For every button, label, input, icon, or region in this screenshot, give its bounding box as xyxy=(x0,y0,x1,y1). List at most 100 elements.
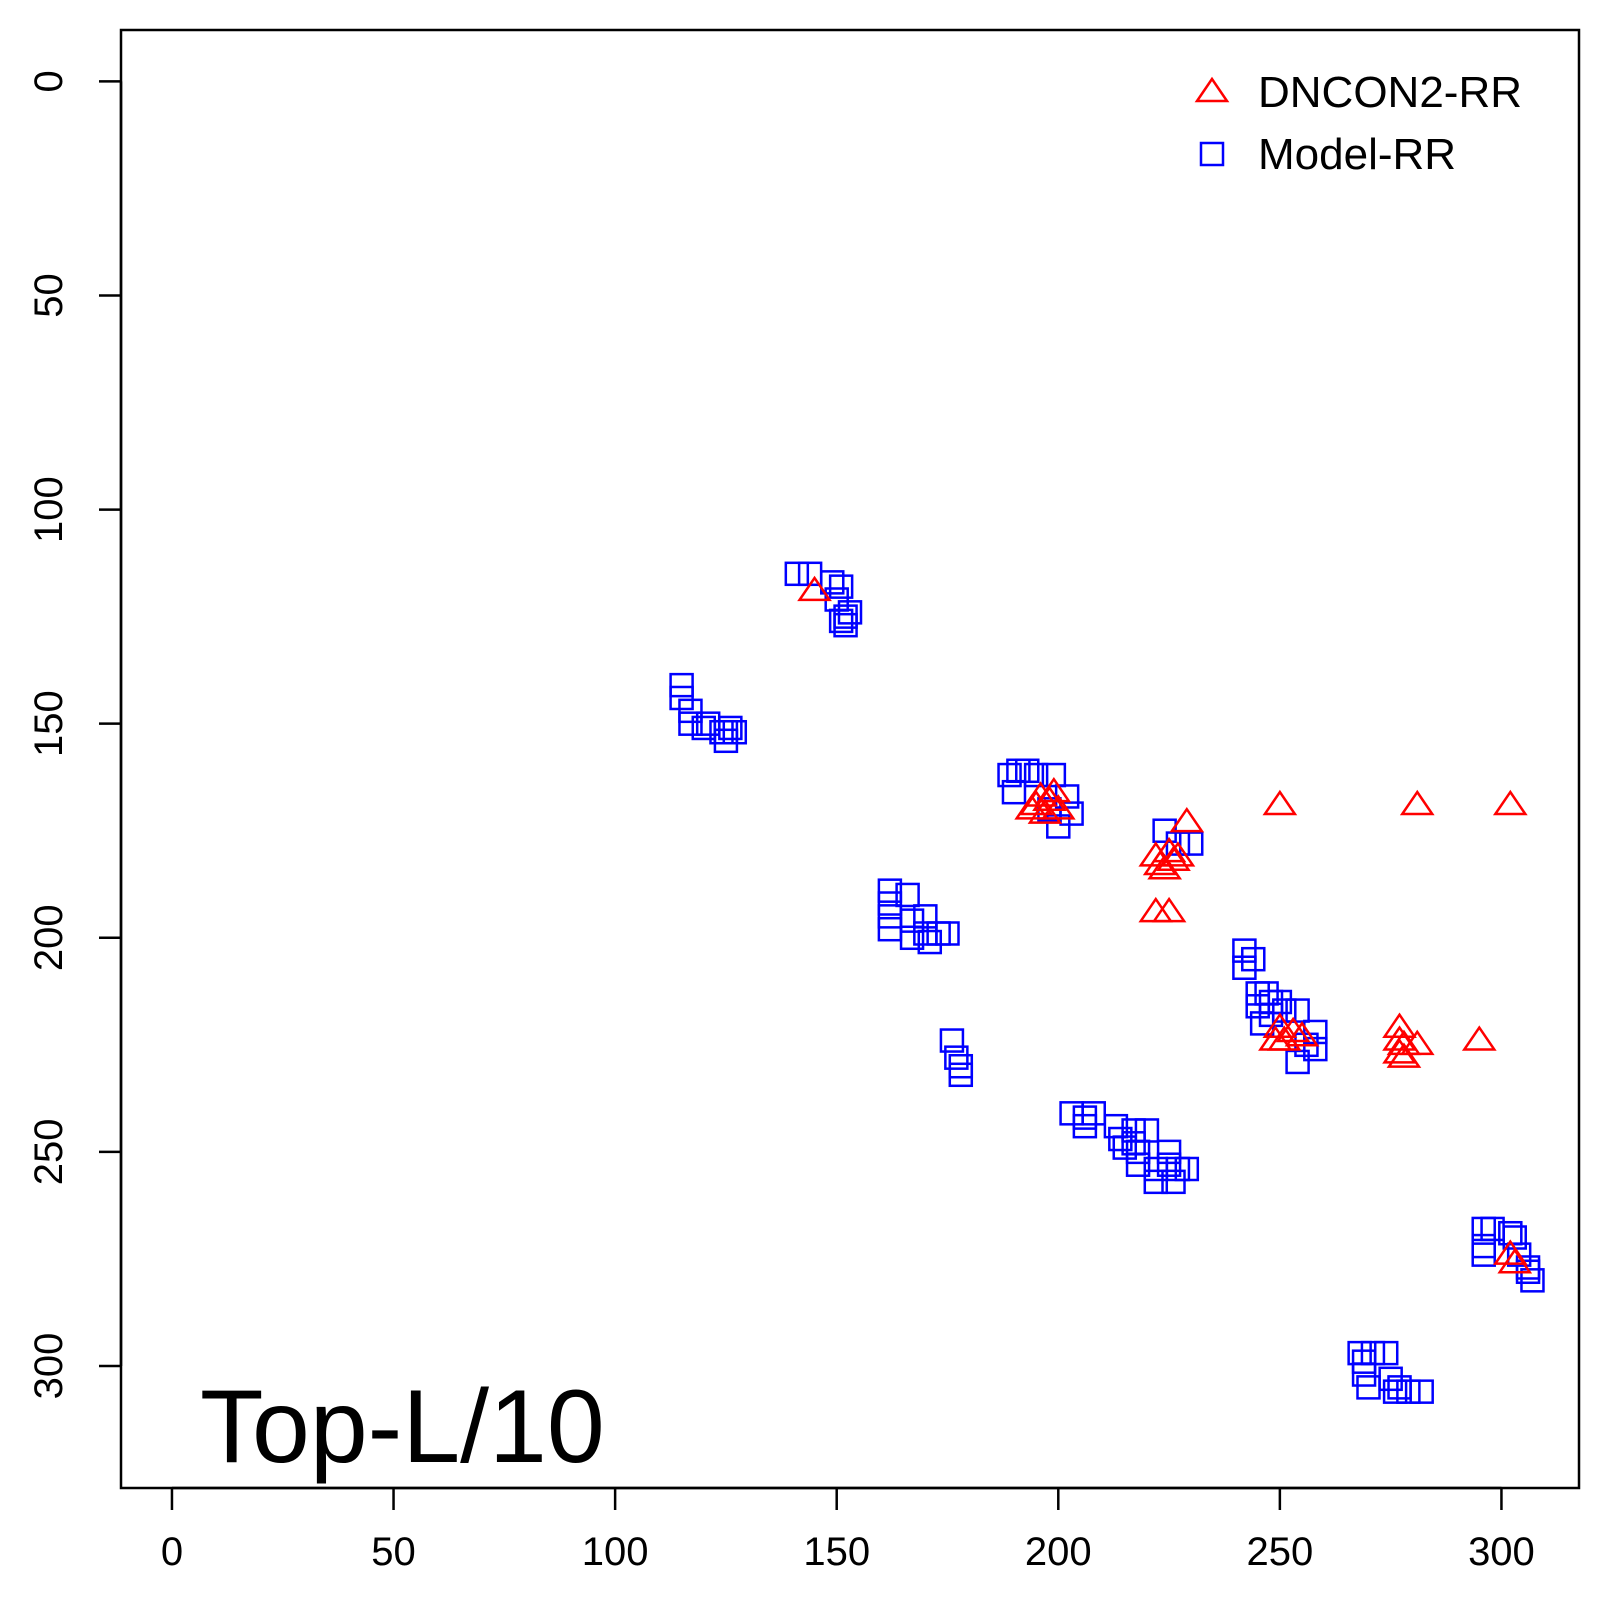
square-point xyxy=(1041,762,1067,788)
square-point xyxy=(1241,946,1266,972)
x-tick-label: 250 xyxy=(1246,1530,1313,1574)
x-tick-label: 200 xyxy=(1025,1530,1092,1574)
x-tick-label: 150 xyxy=(803,1530,870,1574)
square-point xyxy=(833,612,858,638)
square-point xyxy=(1125,1152,1151,1177)
square-point xyxy=(1161,1169,1186,1195)
square-point xyxy=(1409,1379,1434,1404)
square-point xyxy=(895,882,920,908)
triangle-point xyxy=(1027,798,1063,824)
square-point xyxy=(926,921,951,946)
square-point xyxy=(1046,814,1071,839)
square-point xyxy=(935,921,960,946)
triangle-point xyxy=(1497,1247,1533,1274)
square-point xyxy=(1081,1101,1106,1126)
y-tick-label: 0 xyxy=(27,70,71,92)
square-point xyxy=(1072,1113,1098,1139)
plot-frame xyxy=(119,28,1581,1490)
x-tick-label: 0 xyxy=(161,1530,183,1574)
square-point xyxy=(678,711,703,736)
square-point xyxy=(713,728,739,754)
series-layer xyxy=(669,561,1545,1404)
square-point xyxy=(877,878,903,903)
triangle-point xyxy=(1258,1025,1293,1051)
square-point xyxy=(1471,1242,1496,1267)
square-point xyxy=(1023,762,1049,788)
square-point xyxy=(1108,1126,1133,1152)
square-point xyxy=(948,1062,974,1088)
square-point xyxy=(837,600,863,625)
square-point xyxy=(669,672,694,698)
square-point xyxy=(1232,955,1257,980)
legend-marker-square xyxy=(1199,141,1225,167)
triangle-point xyxy=(1492,789,1528,816)
triangle-point xyxy=(1151,896,1187,923)
square-point xyxy=(1178,831,1204,856)
square-point xyxy=(828,574,854,599)
square-point xyxy=(1396,1379,1421,1404)
square-point xyxy=(718,715,743,741)
square-point xyxy=(1112,1135,1138,1160)
square-point xyxy=(899,908,925,933)
triangle-point xyxy=(1169,806,1205,833)
square-point xyxy=(678,698,703,724)
annotation-label: Top-L/10 xyxy=(200,1369,605,1485)
square-point xyxy=(877,904,903,929)
legend-label: DNCON2-RR xyxy=(1258,68,1522,117)
square-point xyxy=(669,685,694,711)
square-point xyxy=(1001,779,1027,805)
y-tick-label: 100 xyxy=(27,476,71,543)
triangle-point xyxy=(1399,789,1435,816)
x-tick-label: 300 xyxy=(1468,1530,1535,1574)
y-tick-label: 50 xyxy=(27,273,71,318)
square-point xyxy=(1156,1139,1182,1165)
square-point xyxy=(722,719,748,745)
square-point xyxy=(1382,1379,1408,1404)
square-point xyxy=(828,608,854,634)
square-point xyxy=(913,904,938,929)
square-point xyxy=(784,561,810,587)
square-point xyxy=(877,891,903,916)
square-point xyxy=(1134,1118,1160,1143)
square-point xyxy=(877,916,903,942)
square-point xyxy=(1285,998,1310,1023)
square-point xyxy=(1471,1233,1496,1259)
square-point xyxy=(1303,1036,1328,1062)
legend: DNCON2-RR Model-RR xyxy=(1194,68,1522,179)
x-axis: 0 50 100 150 200 250 300 xyxy=(161,1486,1535,1574)
square-point xyxy=(1471,1216,1496,1242)
series-triangle xyxy=(797,575,1533,1274)
square-point xyxy=(1520,1268,1545,1293)
y-tick-label: 150 xyxy=(27,690,71,757)
y-tick-label: 300 xyxy=(27,1333,71,1400)
series-square xyxy=(669,561,1545,1404)
square-point xyxy=(1015,758,1040,784)
square-point xyxy=(899,925,925,951)
square-point xyxy=(1515,1255,1541,1280)
square-point xyxy=(944,1045,969,1070)
square-point xyxy=(917,929,943,955)
square-point xyxy=(1245,981,1270,1006)
y-axis: 0 50 100 150 200 250 300 xyxy=(27,70,123,1400)
square-point xyxy=(820,570,845,595)
triangle-point xyxy=(1014,794,1050,820)
square-point xyxy=(1506,1242,1532,1267)
square-point xyxy=(1373,1340,1399,1366)
square-point xyxy=(1232,938,1257,963)
x-tick-label: 100 xyxy=(582,1530,649,1574)
triangle-point xyxy=(1382,1025,1417,1051)
triangle-point xyxy=(1386,1042,1422,1068)
triangle-point xyxy=(1275,1016,1311,1043)
square-point xyxy=(1156,1152,1182,1177)
triangle-point xyxy=(1147,854,1183,880)
triangle-point xyxy=(1160,841,1196,867)
square-point xyxy=(1174,1156,1200,1182)
triangle-point xyxy=(1461,1025,1497,1051)
square-point xyxy=(939,1028,965,1053)
triangle-point xyxy=(1284,1021,1320,1047)
legend-marker-triangle xyxy=(1194,76,1230,103)
y-tick-label: 250 xyxy=(27,1118,71,1185)
legend-label: Model-RR xyxy=(1258,130,1456,179)
square-point xyxy=(1360,1340,1386,1366)
